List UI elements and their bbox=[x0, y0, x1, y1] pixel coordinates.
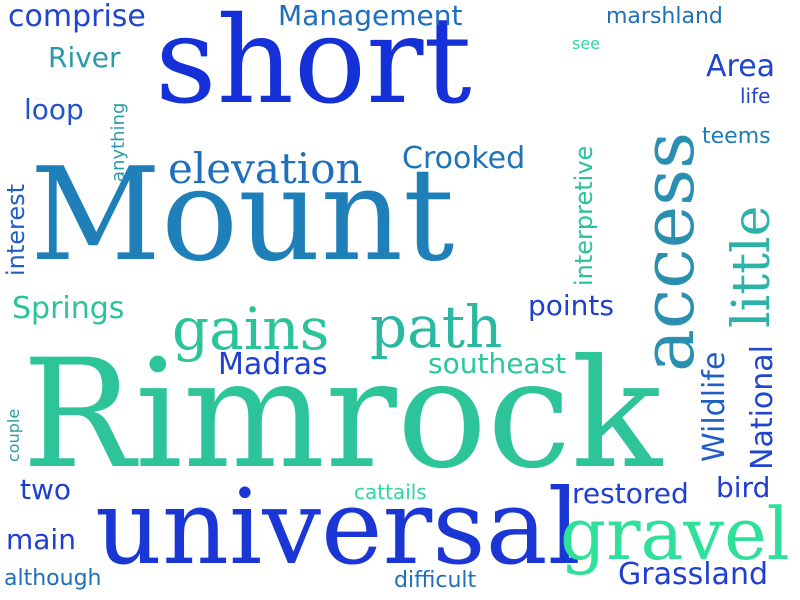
word-management: Management bbox=[278, 0, 463, 32]
word-gains: gains bbox=[172, 295, 330, 363]
word-marshland: marshland bbox=[606, 4, 723, 29]
word-points: points bbox=[528, 289, 614, 322]
word-see: see bbox=[572, 34, 601, 53]
word-river: River bbox=[48, 41, 121, 74]
word-difficult: difficult bbox=[394, 568, 477, 593]
word-little: little bbox=[722, 205, 782, 328]
word-life: life bbox=[740, 84, 771, 108]
word-comprise: comprise bbox=[8, 0, 146, 34]
word-cattails: cattails bbox=[354, 480, 427, 504]
word-national: National bbox=[745, 344, 780, 470]
word-main: main bbox=[6, 523, 76, 556]
word-crooked: Crooked bbox=[402, 141, 526, 176]
word-elevation: elevation bbox=[168, 144, 363, 193]
word-area: Area bbox=[706, 49, 776, 84]
word-springs: Springs bbox=[12, 291, 125, 326]
word-two: two bbox=[20, 473, 72, 506]
word-rimrock: Rimrock bbox=[22, 328, 663, 502]
word-universal: universal bbox=[95, 466, 581, 588]
word-access: access bbox=[626, 131, 710, 372]
word-teems: teems bbox=[702, 124, 771, 149]
word-grassland: Grassland bbox=[618, 557, 768, 592]
word-loop: loop bbox=[24, 93, 84, 126]
word-restored: restored bbox=[572, 477, 689, 510]
word-anything: anything bbox=[108, 102, 129, 182]
word-interest: interest bbox=[2, 183, 30, 276]
word-bird: bird bbox=[716, 471, 771, 504]
word-couple: couple bbox=[4, 408, 23, 462]
word-short: short bbox=[155, 0, 472, 131]
word-although: although bbox=[4, 566, 102, 591]
word-madras: Madras bbox=[218, 347, 328, 382]
word-wildlife: Wildlife bbox=[697, 351, 732, 462]
word-mount: Mount bbox=[30, 141, 455, 290]
word-interpretive: interpretive bbox=[570, 145, 598, 286]
word-southeast: southeast bbox=[428, 347, 567, 380]
word-path: path bbox=[370, 293, 503, 361]
word-gravel: gravel bbox=[560, 492, 790, 576]
